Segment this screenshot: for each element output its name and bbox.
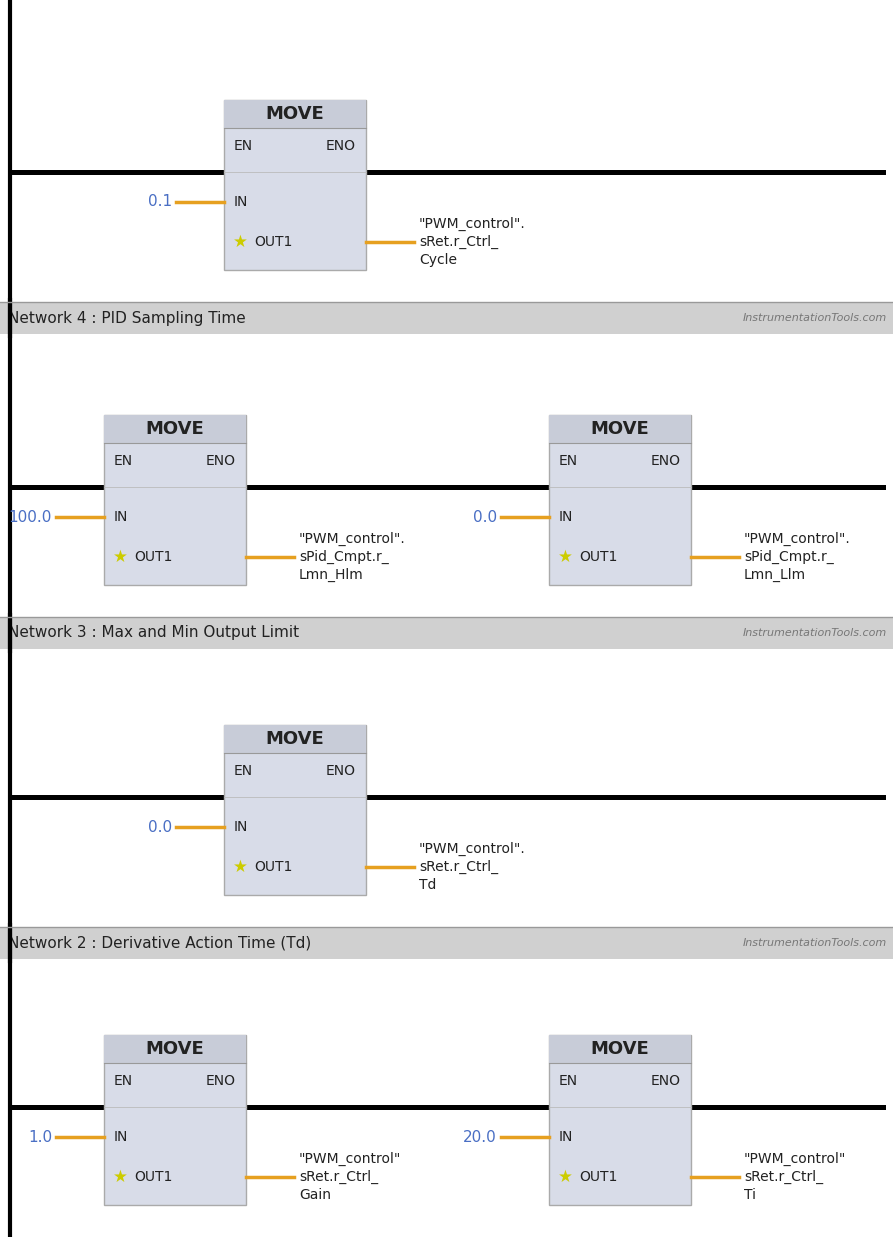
Text: EN: EN (234, 764, 253, 778)
Text: IN: IN (234, 195, 248, 209)
Text: Network 3 : Max and Min Output Limit: Network 3 : Max and Min Output Limit (8, 626, 299, 641)
Text: EN: EN (559, 454, 578, 468)
Bar (224, 100, 366, 127)
Text: EN: EN (114, 454, 133, 468)
Bar (0, 617, 893, 959)
Bar (549, 414, 691, 585)
Text: EN: EN (234, 139, 253, 153)
Text: OUT1: OUT1 (579, 550, 617, 564)
Text: ★: ★ (232, 858, 247, 876)
Text: Lmn_Hlm: Lmn_Hlm (299, 568, 363, 583)
Bar (224, 725, 366, 896)
Text: 1.0: 1.0 (28, 1129, 52, 1144)
Text: MOVE: MOVE (590, 421, 649, 438)
Text: Network 4 : PID Sampling Time: Network 4 : PID Sampling Time (8, 310, 246, 325)
Text: MOVE: MOVE (265, 730, 324, 748)
Text: sPid_Cmpt.r_: sPid_Cmpt.r_ (299, 550, 388, 564)
Text: "PWM_control": "PWM_control" (744, 1152, 847, 1166)
Bar (0, 927, 893, 959)
Text: MOVE: MOVE (265, 105, 324, 122)
Text: OUT1: OUT1 (579, 1170, 617, 1184)
Text: 0.1: 0.1 (148, 194, 172, 209)
Text: ★: ★ (557, 548, 572, 567)
Bar (0, 302, 893, 649)
Text: ★: ★ (113, 1168, 128, 1186)
Text: OUT1: OUT1 (254, 860, 292, 875)
Bar (104, 414, 246, 585)
Text: ENO: ENO (651, 454, 681, 468)
Text: "PWM_control".: "PWM_control". (744, 532, 851, 546)
Text: sRet.r_Ctrl_: sRet.r_Ctrl_ (299, 1170, 378, 1184)
Bar (104, 1035, 246, 1063)
Text: Lmn_Llm: Lmn_Llm (744, 568, 806, 583)
Text: ENO: ENO (651, 1074, 681, 1089)
Text: InstrumentationTools.com: InstrumentationTools.com (743, 938, 887, 948)
Bar (104, 1035, 246, 1205)
Text: IN: IN (234, 820, 248, 834)
Text: ENO: ENO (326, 764, 356, 778)
Bar (224, 100, 366, 270)
Text: EN: EN (559, 1074, 578, 1089)
Text: ENO: ENO (326, 139, 356, 153)
Text: Ti: Ti (744, 1188, 756, 1202)
Text: MOVE: MOVE (590, 1040, 649, 1058)
Text: ★: ★ (232, 233, 247, 251)
Text: sPid_Cmpt.r_: sPid_Cmpt.r_ (744, 550, 834, 564)
Text: ENO: ENO (206, 454, 236, 468)
Text: MOVE: MOVE (146, 1040, 204, 1058)
Bar (0, 302, 893, 334)
Bar (549, 414, 691, 443)
Text: Gain: Gain (299, 1188, 331, 1202)
Bar (104, 414, 246, 443)
Text: sRet.r_Ctrl_: sRet.r_Ctrl_ (419, 860, 498, 875)
Bar (224, 725, 366, 753)
Text: 0.0: 0.0 (148, 819, 172, 835)
Text: 20.0: 20.0 (463, 1129, 497, 1144)
Text: "PWM_control": "PWM_control" (299, 1152, 401, 1166)
Bar (549, 1035, 691, 1063)
Text: "PWM_control".: "PWM_control". (299, 532, 405, 546)
Text: OUT1: OUT1 (134, 550, 172, 564)
Bar (0, 0, 893, 334)
Text: OUT1: OUT1 (134, 1170, 172, 1184)
Text: InstrumentationTools.com: InstrumentationTools.com (743, 628, 887, 638)
Bar (0, 617, 893, 649)
Text: EN: EN (114, 1074, 133, 1089)
Bar (0, 927, 893, 1237)
Text: IN: IN (114, 510, 129, 524)
Text: "PWM_control".: "PWM_control". (419, 216, 526, 231)
Text: 100.0: 100.0 (9, 510, 52, 524)
Text: Td: Td (419, 878, 437, 892)
Text: sRet.r_Ctrl_: sRet.r_Ctrl_ (744, 1170, 823, 1184)
Text: OUT1: OUT1 (254, 235, 292, 249)
Text: ENO: ENO (206, 1074, 236, 1089)
Text: sRet.r_Ctrl_: sRet.r_Ctrl_ (419, 235, 498, 249)
Text: IN: IN (559, 1131, 573, 1144)
Text: ★: ★ (557, 1168, 572, 1186)
Text: Network 2 : Derivative Action Time (Td): Network 2 : Derivative Action Time (Td) (8, 935, 312, 950)
Bar (549, 1035, 691, 1205)
Text: "PWM_control".: "PWM_control". (419, 842, 526, 856)
Text: 0.0: 0.0 (473, 510, 497, 524)
Text: ★: ★ (113, 548, 128, 567)
Text: Cycle: Cycle (419, 254, 457, 267)
Text: IN: IN (114, 1131, 129, 1144)
Text: InstrumentationTools.com: InstrumentationTools.com (743, 313, 887, 323)
Text: MOVE: MOVE (146, 421, 204, 438)
Text: IN: IN (559, 510, 573, 524)
